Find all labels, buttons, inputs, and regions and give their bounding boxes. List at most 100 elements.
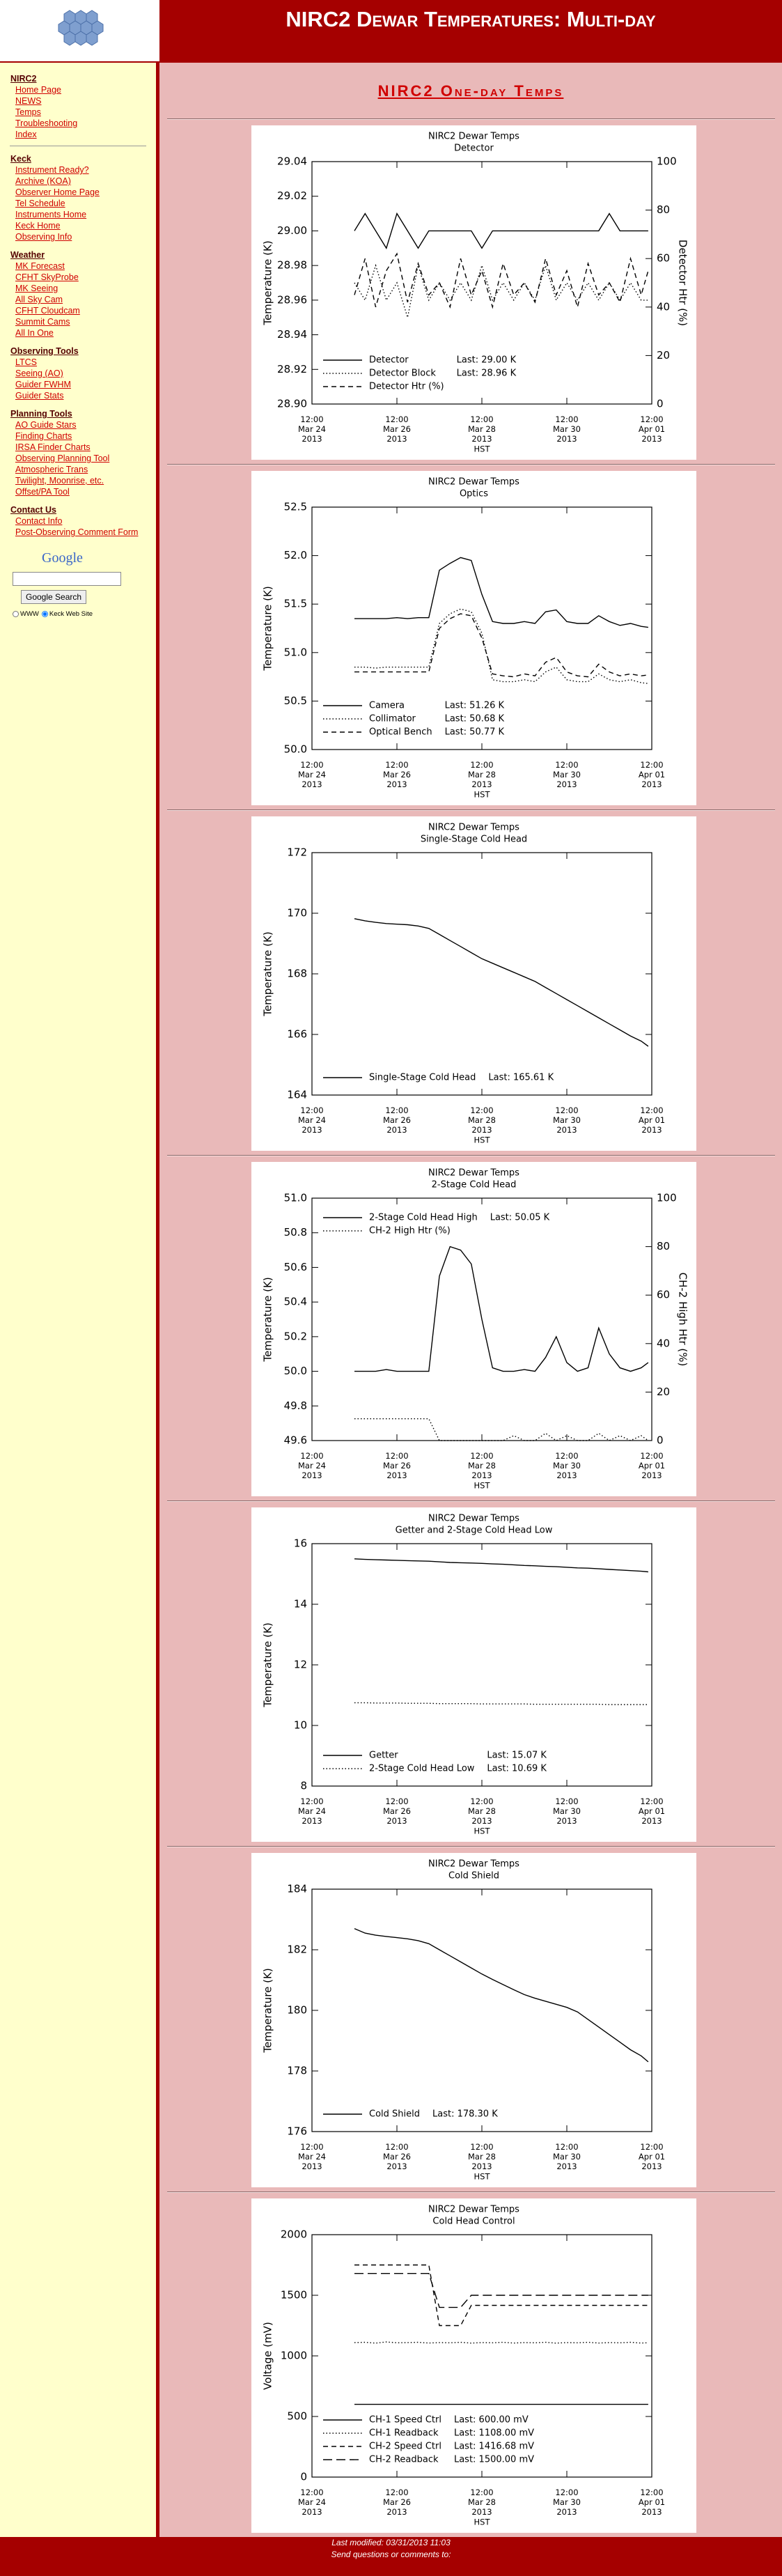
legend-last: Last: 10.69 K (487, 1764, 547, 1774)
x-tick-label: 12:00 Mar 26 2013 (383, 1105, 411, 1135)
chart-panel: NIRC2 Dewar Temps Detector 28.90 28.92 28.94… (251, 125, 696, 460)
search-option: WWW (13, 610, 39, 618)
nav-link[interactable]: Guider FWHM (15, 380, 71, 389)
nav-link[interactable]: MK Seeing (15, 284, 58, 293)
nav-link[interactable]: LTCS (15, 357, 38, 367)
y2-tick-label: 20 (657, 1386, 670, 1398)
nav-link[interactable]: Contact Info (15, 516, 63, 526)
y2-tick-label: 80 (657, 203, 670, 216)
nav-link[interactable]: Observer Home Page (15, 187, 100, 197)
legend-last: Last: 50.05 K (490, 1213, 550, 1223)
x-tick-label: 12:00 Mar 26 2013 (383, 760, 411, 789)
legend-label: Getter (369, 1751, 398, 1761)
x-tick-label: 12:00 Apr 01 2013 (638, 2142, 666, 2171)
legend-label: Single-Stage Cold Head (369, 1073, 476, 1083)
nav-link[interactable]: Offset/PA Tool (15, 487, 70, 497)
separator (167, 1155, 775, 1156)
x-axis-label: HST (474, 1481, 491, 1491)
y-tick-label: 50.4 (284, 1296, 307, 1308)
y-tick-label: 168 (287, 968, 307, 980)
radio[interactable] (41, 610, 48, 617)
nav-link[interactable]: Tel Schedule (15, 199, 65, 208)
y2-tick-label: 80 (657, 1240, 670, 1252)
legend-last: Last: 1416.68 mV (454, 2442, 534, 2452)
nav-link[interactable]: Atmospheric Trans (15, 465, 88, 474)
x-tick-label: 12:00 Apr 01 2013 (638, 2488, 666, 2517)
legend-last: Last: 1500.00 mV (454, 2455, 534, 2465)
nav-link[interactable]: Observing Planning Tool (15, 453, 110, 463)
nav-link[interactable]: Home Page (15, 85, 62, 95)
nav-link[interactable]: Instrument Ready? (15, 165, 89, 175)
separator (167, 2191, 775, 2193)
data-line (354, 1246, 649, 1372)
x-tick-label: 12:00 Mar 30 2013 (553, 1105, 581, 1135)
nav-link[interactable]: Archive (KOA) (15, 176, 71, 186)
x-tick-label: 12:00 Apr 01 2013 (638, 1105, 666, 1135)
legend-label: CH-2 Speed Ctrl (369, 2442, 441, 2452)
y-tick-label: 182 (287, 1943, 307, 1956)
nav-link[interactable]: Finding Charts (15, 431, 72, 441)
y-tick-label: 50.6 (284, 1261, 307, 1273)
data-line (354, 557, 648, 628)
logo-mark (58, 10, 104, 46)
chart-panel: NIRC2 Dewar Temps Optics 50.0 50.5 51.0 51.5 5… (251, 471, 696, 805)
y-axis-label: Temperature (K) (262, 1277, 274, 1362)
x-tick-label: 12:00 Mar 24 2013 (298, 2142, 326, 2171)
data-line (354, 2264, 648, 2327)
nav-link[interactable]: Seeing (AO) (15, 368, 63, 378)
chart-panel: NIRC2 Dewar Temps 2-Stage Cold Head 49.6 49… (251, 1162, 696, 1496)
nav-link[interactable]: Keck Home (15, 221, 61, 231)
nav-link[interactable]: Post-Observing Comment Form (15, 527, 139, 537)
chart-title: NIRC2 Dewar Temps (428, 477, 519, 488)
nav-link[interactable]: CFHT Cloudcam (15, 306, 80, 316)
search-button[interactable]: Google Search (21, 590, 87, 604)
y-tick-label: 8 (300, 1780, 307, 1792)
nav-link[interactable]: Temps (15, 107, 41, 117)
nav-link[interactable]: AO Guide Stars (15, 420, 77, 430)
chart-subtitle: Optics (460, 489, 488, 499)
contact-note: Send questions or comments to: (331, 2550, 451, 2559)
chart-title: NIRC2 Dewar Temps (428, 132, 519, 142)
y-tick-label: 52.0 (284, 549, 307, 561)
chart: NIRC2 Dewar Temps Getter and 2-Stage Cold… (262, 1514, 652, 1836)
nav-link[interactable]: Twilight, Moonrise, etc. (15, 476, 104, 486)
data-line (354, 1927, 649, 2063)
chart-title: NIRC2 Dewar Temps (428, 1514, 519, 1524)
legend-last: Last: 165.61 K (488, 1073, 554, 1083)
x-tick-label: 12:00 Mar 26 2013 (383, 414, 411, 444)
nav-link[interactable]: Instruments Home (15, 210, 87, 219)
legend-label: 2-Stage Cold Head High (369, 1213, 478, 1223)
option-label: WWW (20, 610, 39, 618)
x-tick-label: 12:00 Mar 24 2013 (298, 1105, 326, 1135)
nav-link[interactable]: CFHT SkyProbe (15, 272, 79, 282)
chart: NIRC2 Dewar TempsDetector28.9028.9228.94… (262, 132, 689, 454)
nav-link[interactable]: MK Forecast (15, 261, 65, 271)
nav-link[interactable]: Summit Cams (15, 317, 70, 327)
search-options: WWW Keck Web Site (13, 608, 156, 618)
legend-last: Last: 51.26 K (445, 701, 505, 711)
nav-link[interactable]: NEWS (15, 96, 42, 106)
y2-tick-label: 60 (657, 252, 670, 265)
y-tick-label: 29.04 (277, 155, 307, 168)
y-tick-label: 28.94 (277, 328, 307, 341)
y-tick-label: 29.00 (277, 224, 307, 237)
nav-link[interactable]: All In One (15, 328, 54, 338)
nav-link[interactable]: All Sky Cam (15, 295, 63, 304)
search-option: Keck Web Site (41, 610, 93, 618)
legend-last: Last: 600.00 mV (454, 2415, 529, 2426)
search-input[interactable] (13, 572, 121, 586)
nav-link[interactable]: Guider Stats (15, 391, 64, 401)
legend-label: CH-2 Readback (369, 2455, 439, 2465)
data-line (354, 212, 648, 249)
nav-link[interactable]: Observing Info (15, 232, 72, 242)
nav-link[interactable]: Index (15, 130, 37, 139)
x-tick-label: 12:00 Mar 26 2013 (383, 2142, 411, 2171)
x-tick-label: 12:00 Mar 28 2013 (468, 2488, 496, 2517)
nav-link[interactable]: IRSA Finder Charts (15, 442, 91, 452)
nav-link[interactable]: Troubleshooting (15, 118, 78, 128)
data-line (354, 252, 649, 309)
x-axis-label: HST (474, 444, 491, 454)
y-tick-label: 500 (287, 2410, 307, 2423)
radio[interactable] (13, 610, 19, 617)
